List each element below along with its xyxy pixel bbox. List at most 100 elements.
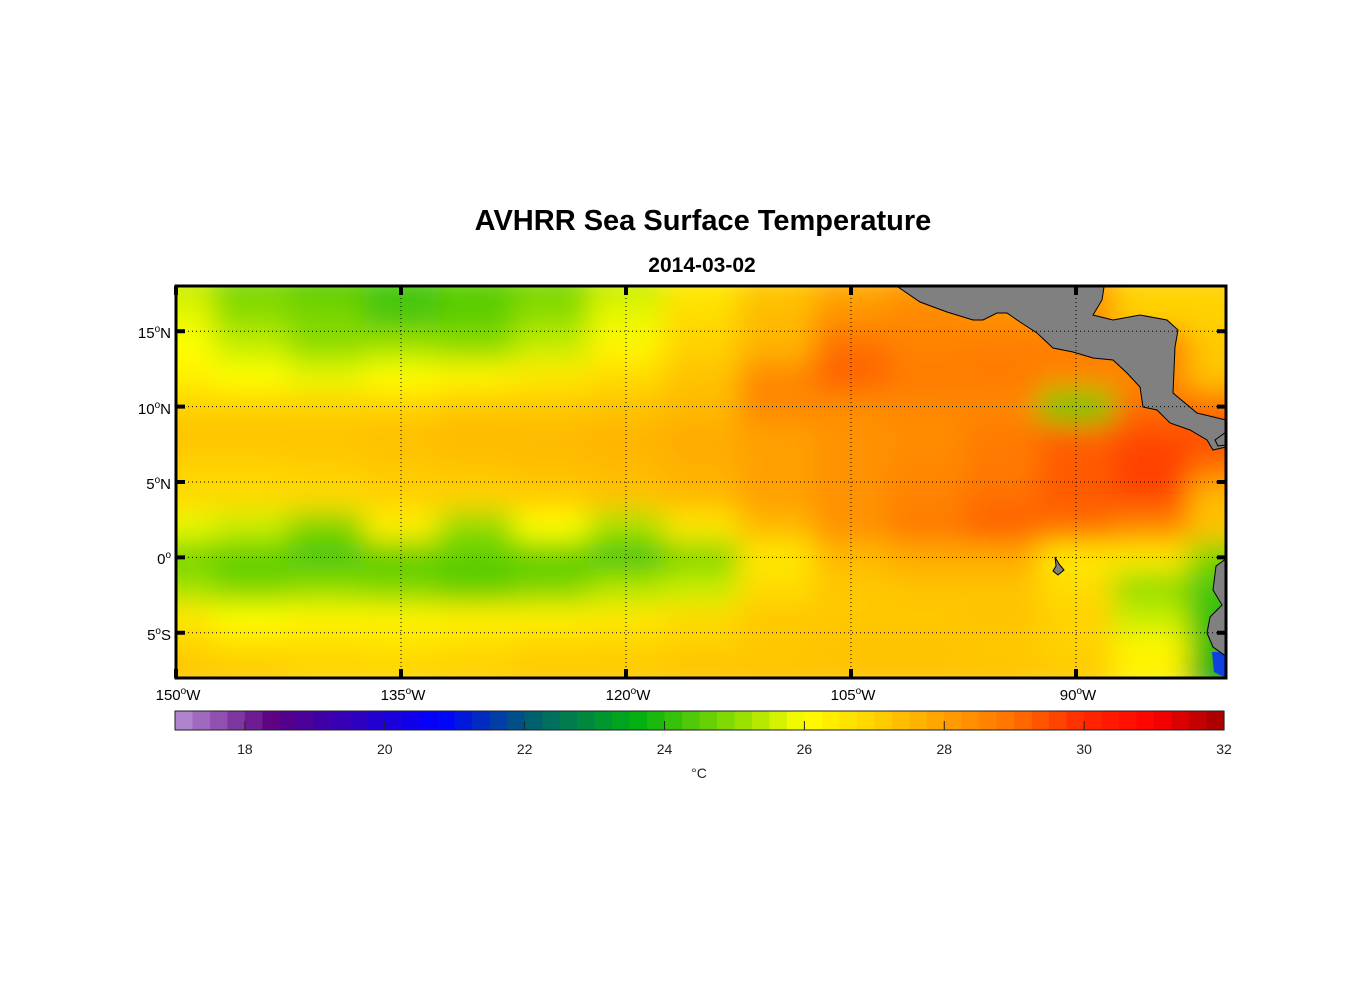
colorbar-segment	[769, 711, 788, 730]
colorbar-segment	[926, 711, 945, 730]
sst-cell	[288, 331, 365, 363]
sst-cell	[213, 286, 290, 303]
colorbar-segment	[1101, 711, 1120, 730]
colorbar-segment	[175, 711, 194, 730]
colorbar-tick-label: 30	[1076, 741, 1092, 757]
sst-cell	[1113, 512, 1190, 544]
sst-cell	[1113, 632, 1190, 664]
colorbar-segment	[1031, 711, 1050, 730]
y-tick-hemi: N	[160, 325, 171, 343]
degree-mark: o	[855, 686, 862, 697]
sst-cell	[1188, 301, 1226, 333]
sst-cell	[1038, 451, 1115, 483]
sst-cell	[963, 662, 1040, 678]
sst-cell	[176, 482, 215, 514]
y-tick-label: 15oN	[138, 324, 171, 342]
y-tick-deg: 5	[146, 476, 155, 493]
degree-mark: o	[154, 475, 161, 486]
colorbar-segment	[909, 711, 928, 730]
colorbar-frame	[174, 710, 1225, 731]
sst-cell	[663, 361, 740, 393]
colorbar-segment	[594, 711, 613, 730]
land-galapagos	[1052, 556, 1065, 576]
sst-cell	[1038, 632, 1115, 664]
sst-cell	[176, 361, 215, 393]
sst-cell	[176, 632, 215, 664]
sst-cell	[288, 602, 365, 634]
colorbar-segment	[472, 711, 491, 730]
sst-cell	[888, 632, 965, 664]
degree-mark: o	[1076, 686, 1083, 697]
colorbar-segment	[664, 711, 683, 730]
colorbar-segment	[682, 711, 701, 730]
colorbar-segment	[367, 711, 386, 730]
sst-cell	[438, 662, 515, 678]
colorbar-segment	[332, 711, 351, 730]
sst-cell	[1113, 602, 1190, 634]
sst-cell	[213, 451, 290, 483]
colorbar-segment	[1049, 711, 1068, 730]
colorbar-segment	[839, 711, 858, 730]
sst-cell	[963, 331, 1040, 363]
sst-cell	[663, 421, 740, 453]
sst-cell	[438, 602, 515, 634]
y-tick-deg: 5	[147, 626, 156, 644]
sst-cell	[663, 451, 740, 483]
colorbar-segment	[244, 711, 264, 730]
sst-cell	[888, 331, 965, 363]
colorbar-segment	[262, 711, 281, 730]
degree-mark: o	[630, 686, 637, 697]
colorbar-segment	[612, 711, 631, 730]
sst-cell	[738, 572, 815, 604]
colorbar-tick-label: 28	[936, 741, 953, 757]
colorbar-segment	[314, 711, 333, 730]
sst-cell	[888, 662, 965, 678]
colorbar-segment	[821, 711, 840, 730]
x-tick-label: 120oW	[606, 686, 651, 704]
x-tick-deg: 135	[380, 687, 406, 704]
sst-cell	[363, 451, 440, 483]
degree-mark: o	[154, 399, 161, 411]
sst-cell	[963, 421, 1040, 453]
sst-cell	[588, 451, 665, 483]
sst-cell	[438, 482, 515, 514]
sst-cell	[1188, 482, 1226, 514]
colorbar-segment	[1154, 711, 1173, 730]
colorbar-segment	[1136, 711, 1155, 730]
sst-cell	[888, 572, 965, 604]
colorbar-segment	[419, 711, 438, 730]
sst-cell	[288, 286, 365, 303]
sst-cell	[176, 301, 215, 333]
sst-cell	[513, 421, 590, 453]
sst-cell	[513, 662, 590, 678]
sst-cell	[513, 572, 590, 604]
sst-cell	[663, 512, 740, 544]
y-tick-deg: 10	[137, 400, 155, 418]
sst-cell	[513, 331, 590, 363]
colorbar-unit: °C	[691, 765, 707, 781]
colorbar-segment	[1014, 711, 1033, 730]
x-tick-label: 150oW	[156, 686, 201, 704]
sst-cell	[888, 602, 965, 634]
colorbar-segment	[209, 711, 229, 730]
sst-cell	[513, 482, 590, 514]
sst-cell	[438, 301, 515, 333]
sst-cell	[963, 572, 1040, 604]
sst-cell	[588, 542, 665, 574]
sst-cell	[288, 451, 365, 483]
x-tick-deg: 105	[830, 687, 856, 704]
sst-cell	[213, 512, 290, 544]
colorbar-segment	[751, 711, 771, 730]
colorbar-segment	[996, 711, 1015, 730]
sst-cell	[176, 662, 215, 678]
sst-cell	[1113, 662, 1190, 678]
sst-cell	[888, 391, 965, 423]
sst-cell	[438, 421, 515, 453]
sst-cell	[963, 361, 1040, 393]
sst-cell	[513, 602, 590, 634]
sst-cell	[813, 482, 890, 514]
sst-cell	[288, 301, 365, 333]
sst-cell	[288, 632, 365, 664]
colorbar-segment	[1084, 711, 1103, 730]
